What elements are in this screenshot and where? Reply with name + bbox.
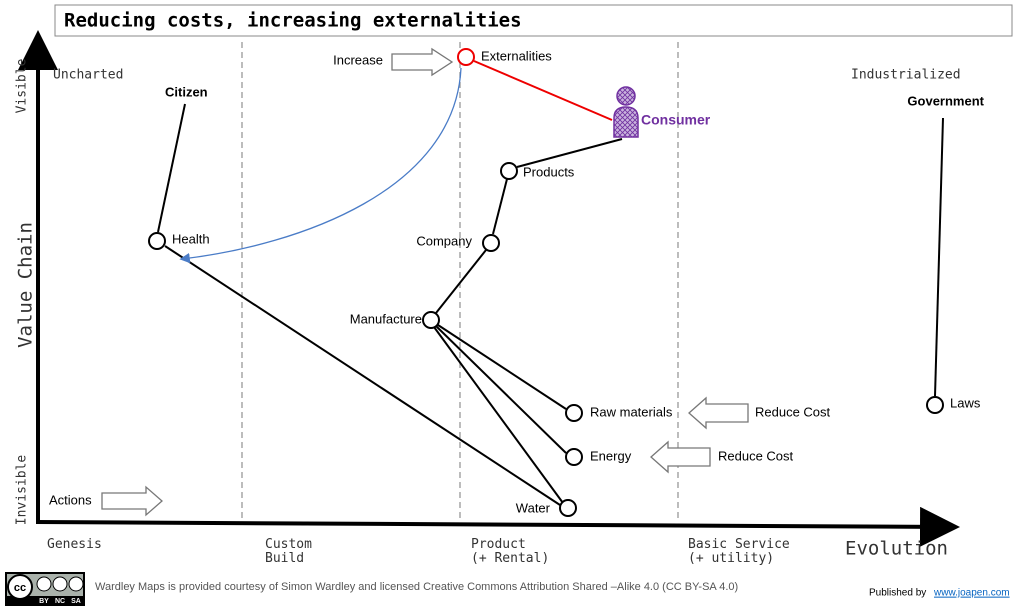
node-label: Government — [907, 93, 984, 108]
x-axis — [35, 506, 960, 547]
x-axis-label: Evolution — [845, 538, 948, 560]
node-label: Raw materials — [590, 404, 673, 419]
edge — [492, 178, 508, 235]
cc-label: SA — [71, 598, 81, 605]
annotation: Increase — [333, 52, 383, 67]
stage-label: Custom Build — [265, 537, 312, 566]
block-arrow — [688, 396, 749, 430]
node — [422, 311, 440, 329]
region-label: Uncharted — [53, 68, 123, 83]
stage-label: Basic Service (+ utility) — [688, 537, 790, 566]
license: Wardley Maps is provided courtesy of Sim… — [95, 581, 738, 593]
stage-line: (+ Rental) — [471, 551, 549, 566]
stage-label: Genesis — [47, 537, 102, 552]
y-axis-label: Value Chain — [15, 222, 37, 348]
edge — [437, 324, 567, 410]
stage-line: Custom — [265, 537, 312, 552]
stage-line: Product — [471, 537, 526, 552]
edge — [516, 138, 623, 168]
consumer-head — [616, 86, 636, 106]
block-arrow — [650, 440, 711, 474]
cc-icon — [52, 576, 68, 592]
flow-arrow — [179, 67, 462, 264]
node-label: Company — [416, 233, 472, 248]
invisible-label: Invisible — [15, 455, 30, 526]
node — [457, 48, 475, 66]
node-label: Energy — [590, 448, 632, 463]
node-label: Manufacture — [350, 311, 422, 326]
link[interactable]: www.joapen.com — [933, 588, 1010, 599]
cc-circle — [7, 574, 33, 600]
stage-line: Genesis — [47, 537, 102, 552]
title: Reducing costs, increasing externalities — [64, 10, 522, 32]
cc-icon — [68, 576, 84, 592]
title-box — [54, 4, 1013, 37]
annotation: Reduce Cost — [755, 404, 831, 419]
edge — [435, 249, 487, 314]
node — [565, 448, 583, 466]
node-label: Citizen — [165, 84, 208, 99]
edge — [934, 117, 944, 397]
cc-label: NC — [55, 598, 65, 605]
node-label: Laws — [950, 395, 981, 410]
block-arrow — [101, 485, 163, 517]
block-arrow — [391, 47, 454, 77]
edge — [473, 60, 613, 121]
node — [565, 404, 583, 422]
stage-line: Basic Service — [688, 537, 790, 552]
edge — [157, 103, 186, 233]
node — [148, 232, 166, 250]
node — [559, 499, 577, 517]
node-label: Products — [523, 164, 575, 179]
node-label: Consumer — [641, 112, 711, 128]
visible-label: Visible — [15, 58, 30, 113]
edge — [435, 325, 567, 454]
stage-line: Build — [265, 551, 304, 566]
published-by: Published by — [869, 588, 926, 599]
node-label: Health — [172, 231, 210, 246]
node — [482, 234, 500, 252]
edge — [433, 326, 564, 504]
stage-label: Product (+ Rental) — [471, 537, 549, 566]
stage-line: (+ utility) — [688, 551, 774, 566]
node-label: Externalities — [481, 48, 552, 63]
consumer-body — [613, 106, 639, 138]
annotation: Reduce Cost — [718, 448, 794, 463]
node-label: Water — [516, 500, 551, 515]
node — [500, 162, 518, 180]
cc-label: BY — [39, 598, 49, 605]
node — [926, 396, 944, 414]
region-label: Industrialized — [851, 68, 961, 83]
cc-text: cc — [14, 582, 26, 594]
edge — [164, 245, 561, 506]
annotation: Actions — [49, 492, 92, 507]
cc-icon — [36, 576, 52, 592]
